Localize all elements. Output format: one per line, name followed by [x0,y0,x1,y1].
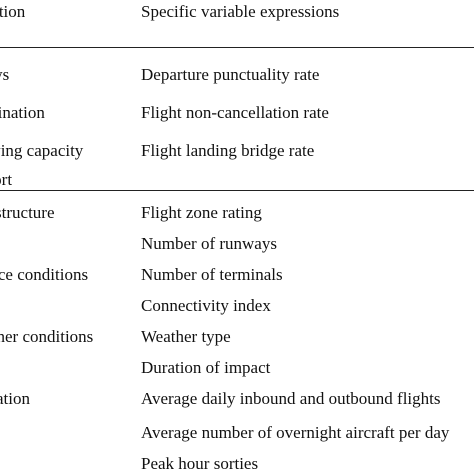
row-label: Delays [0,65,10,84]
row-value: Average daily inbound and outbound fligh… [141,389,441,408]
row-label: Weather conditions [0,327,94,346]
section-rule [0,190,474,191]
row-label: Termination [0,103,45,122]
header-selection: Selection [0,2,26,21]
header-rule [0,47,474,48]
row-label: Infrastructure [0,203,55,222]
row-value: Number of runways [141,234,277,253]
row-value: Number of terminals [141,265,283,284]
row-value: Departure punctuality rate [141,65,320,84]
row-value: Flight non-cancellation rate [141,103,329,122]
row-label: Service conditions [0,265,89,284]
row-value: Average number of overnight aircraft per… [141,423,450,442]
row-label: Operation [0,389,30,408]
row-value: Weather type [141,327,231,346]
row-value: Peak hour sorties [141,454,259,473]
row-value: Flight landing bridge rate [141,141,315,160]
row-value: Connectivity index [141,296,271,315]
header-variable-expressions: Specific variable expressions [141,2,340,21]
row-label: Carrying capacity [0,141,84,160]
row-value: Duration of impact [141,358,271,377]
row-value: Flight zone rating [141,203,262,222]
row-label: Airport [0,170,13,189]
